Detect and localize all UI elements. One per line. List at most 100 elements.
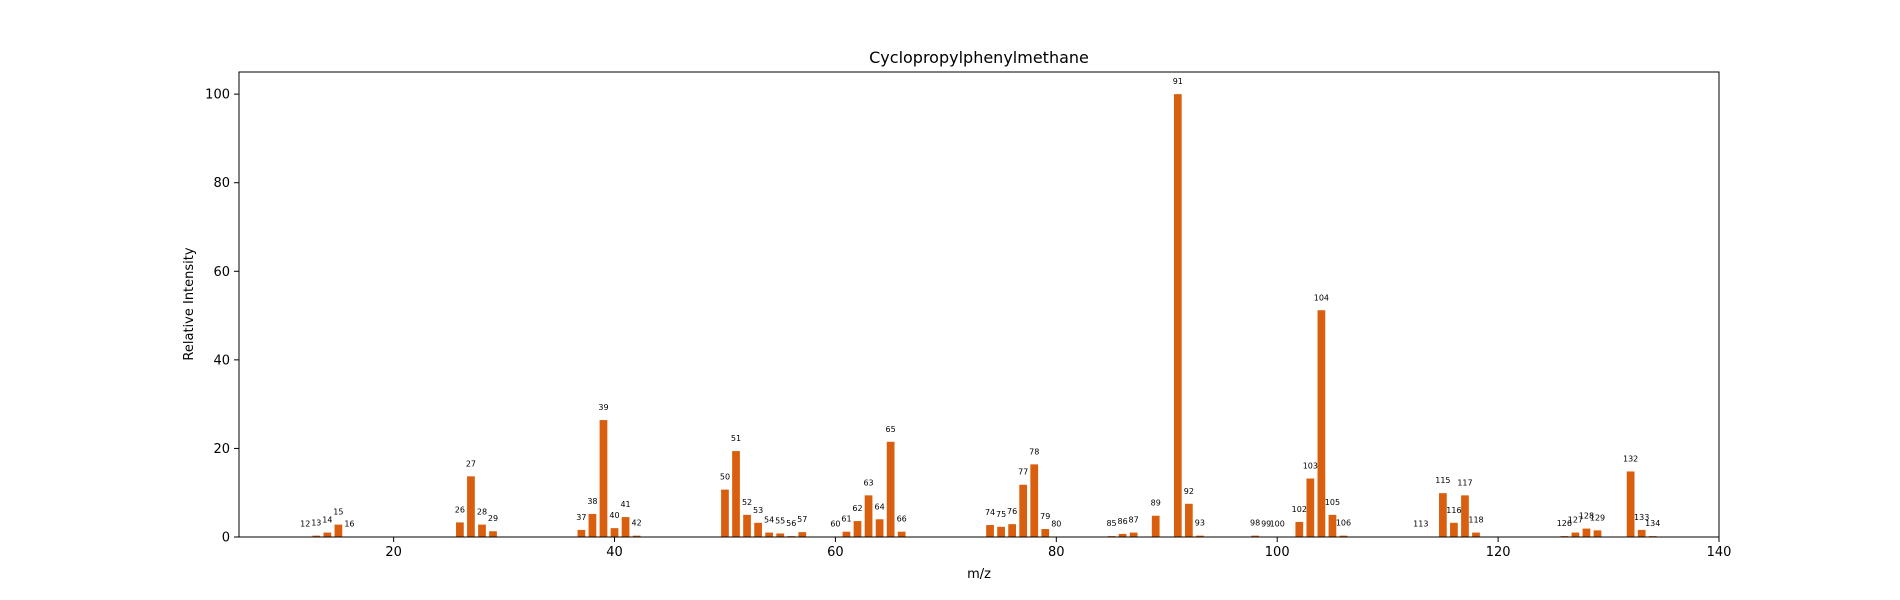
bars — [301, 94, 1657, 537]
bar-label-mz-15: 15 — [333, 508, 343, 517]
bar-label-mz-57: 57 — [797, 515, 807, 524]
bar-label-mz-56: 56 — [786, 519, 796, 528]
bar-mz-92 — [1184, 503, 1193, 537]
bar-label-mz-65: 65 — [886, 425, 896, 434]
bar-mz-103 — [1306, 478, 1315, 537]
bar-mz-118 — [1472, 532, 1480, 537]
bar-label-mz-76: 76 — [1007, 507, 1017, 516]
bar-label-mz-115: 115 — [1435, 476, 1450, 485]
bar-mz-116 — [1450, 522, 1458, 537]
bar-label-mz-104: 104 — [1314, 293, 1329, 302]
bar-label-mz-91: 91 — [1173, 77, 1183, 86]
bar-label-mz-116: 116 — [1446, 506, 1461, 515]
bar-label-mz-12: 12 — [300, 520, 310, 529]
bar-mz-115 — [1439, 493, 1447, 537]
bar-mz-50 — [721, 489, 729, 537]
y-tick-label-100: 100 — [205, 88, 230, 103]
bar-mz-104 — [1317, 310, 1326, 537]
bar-mz-41 — [621, 517, 630, 537]
bar-label-mz-60: 60 — [830, 520, 840, 529]
bar-label-mz-102: 102 — [1292, 505, 1307, 514]
bar-label-mz-132: 132 — [1623, 454, 1638, 463]
bar-mz-128 — [1582, 528, 1591, 537]
bar-mz-89 — [1151, 515, 1160, 537]
bar-label-mz-118: 118 — [1468, 516, 1483, 525]
bar-mz-64 — [875, 519, 884, 537]
x-tick-label-120: 120 — [1486, 545, 1511, 560]
bar-label-mz-63: 63 — [863, 478, 873, 487]
bar-label-mz-27: 27 — [466, 459, 476, 468]
bar-label-mz-126: 126 — [1557, 519, 1572, 528]
bar-label-mz-80: 80 — [1051, 520, 1061, 529]
bar-label-mz-41: 41 — [620, 500, 630, 509]
bar-label-mz-28: 28 — [477, 508, 487, 517]
chart-title: Cyclopropylphenylmethane — [869, 48, 1089, 67]
bar-label-mz-16: 16 — [344, 520, 354, 529]
bar-label-mz-66: 66 — [897, 515, 907, 524]
bar-mz-26 — [456, 522, 464, 537]
bar-mz-74 — [986, 525, 994, 537]
bar-mz-62 — [853, 521, 862, 537]
bar-label-mz-13: 13 — [311, 519, 321, 528]
bar-mz-105 — [1328, 514, 1337, 537]
bar-label-mz-92: 92 — [1184, 487, 1194, 496]
bar-label-mz-117: 117 — [1457, 478, 1472, 487]
bar-label-mz-42: 42 — [632, 519, 642, 528]
bar-label-mz-52: 52 — [742, 498, 752, 507]
bar-label-mz-113: 113 — [1413, 520, 1428, 529]
bar-mz-14 — [323, 532, 332, 537]
bar-label-mz-53: 53 — [753, 506, 763, 515]
x-tick-label-80: 80 — [1048, 545, 1065, 560]
bar-label-mz-55: 55 — [775, 516, 785, 525]
y-axis-label: Relative Intensity — [182, 247, 197, 360]
x-tick-label-40: 40 — [606, 545, 623, 560]
bar-mz-51 — [732, 451, 740, 537]
bar-label-mz-100: 100 — [1270, 520, 1285, 529]
bar-mz-133 — [1637, 529, 1646, 537]
bar-mz-117 — [1461, 495, 1469, 537]
x-axis: 20 40 60 80 100 120 140 — [385, 537, 1731, 560]
bar-label-mz-89: 89 — [1151, 499, 1161, 508]
bar-mz-106 — [1339, 535, 1348, 537]
bar-label-mz-105: 105 — [1325, 498, 1340, 507]
bar-mz-54 — [765, 532, 774, 537]
bar-mz-93 — [1196, 535, 1204, 537]
x-tick-label-100: 100 — [1265, 545, 1290, 560]
y-tick-label-80: 80 — [213, 176, 230, 191]
bar-label-mz-75: 75 — [996, 510, 1006, 519]
bar-label-mz-64: 64 — [875, 502, 885, 511]
bar-label-mz-29: 29 — [488, 514, 498, 523]
bar-label-mz-40: 40 — [609, 511, 619, 520]
bar-mz-66 — [897, 531, 906, 537]
bar-mz-91 — [1173, 94, 1182, 537]
y-tick-label-20: 20 — [213, 442, 230, 457]
bar-label-mz-50: 50 — [720, 473, 730, 482]
bar-mz-78 — [1030, 464, 1039, 537]
bar-label-mz-106: 106 — [1336, 519, 1351, 528]
bar-label-mz-129: 129 — [1590, 513, 1605, 522]
bar-mz-38 — [588, 513, 597, 537]
bar-label-mz-134: 134 — [1645, 519, 1660, 528]
bar-mz-76 — [1008, 524, 1016, 537]
bar-label-mz-61: 61 — [841, 515, 851, 524]
bar-mz-53 — [754, 522, 762, 537]
bar-mz-29 — [489, 531, 497, 537]
bar-mz-42 — [632, 535, 641, 537]
bar-label-mz-79: 79 — [1040, 512, 1050, 521]
bar-label-mz-93: 93 — [1195, 519, 1205, 528]
y-tick-label-60: 60 — [213, 265, 230, 280]
bar-label-mz-98: 98 — [1250, 519, 1260, 528]
bar-label-mz-77: 77 — [1018, 468, 1028, 477]
bar-mz-15 — [334, 524, 343, 537]
bar-mz-27 — [467, 476, 475, 537]
bar-mz-37 — [577, 529, 586, 537]
bar-mz-52 — [743, 514, 751, 537]
bar-mz-65 — [886, 441, 895, 537]
bar-label-mz-62: 62 — [852, 504, 862, 513]
bar-mz-102 — [1295, 521, 1304, 537]
bar-label-mz-39: 39 — [598, 403, 608, 412]
bar-mz-87 — [1129, 532, 1138, 537]
bar-label-mz-128: 128 — [1579, 512, 1594, 521]
bar-mz-63 — [864, 495, 873, 537]
